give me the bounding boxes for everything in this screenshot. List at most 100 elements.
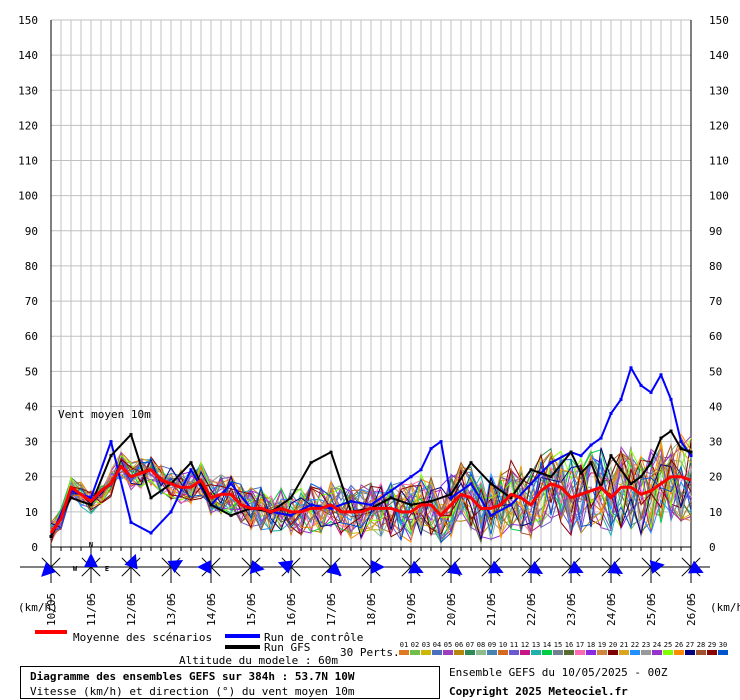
wind-direction-arrow <box>527 560 544 574</box>
left-label: Vent moyen 10m <box>58 408 151 421</box>
swatch-number: 18 <box>587 641 595 649</box>
control-point <box>669 397 673 401</box>
wind-direction-arrow <box>446 561 463 576</box>
compass-ray <box>681 557 692 568</box>
y-tick-label-right: 30 <box>709 436 722 449</box>
control-point <box>109 440 113 444</box>
swatch-number: 28 <box>697 641 705 649</box>
compass-ray <box>361 557 372 568</box>
control-point <box>149 531 153 535</box>
control-point <box>549 461 553 465</box>
control-point <box>309 503 313 507</box>
gfs-point <box>469 461 473 465</box>
control-point <box>329 506 333 510</box>
legend-gfs-label: Run GFS <box>264 641 311 654</box>
gfs-point <box>89 503 93 507</box>
compass-ray <box>561 557 572 568</box>
compass-ray <box>130 566 141 577</box>
compass-ray <box>290 566 301 577</box>
y-tick-label-left: 100 <box>18 190 38 203</box>
swatch-number: 26 <box>675 641 683 649</box>
swatch-number: 15 <box>554 641 562 649</box>
swatch-number: 02 <box>411 641 419 649</box>
control-point <box>439 440 443 444</box>
swatch-number: 11 <box>510 641 518 649</box>
compass-ray <box>361 566 372 577</box>
control-point <box>679 440 683 444</box>
y-tick-label-right: 90 <box>709 225 722 238</box>
legend-control-label: Run de contrôle <box>264 631 364 644</box>
control-point <box>129 520 133 524</box>
perturbation-line-30 <box>50 457 692 544</box>
wind-direction-arrow <box>607 560 624 574</box>
swatch-color <box>465 650 475 655</box>
gfs-point <box>129 433 133 437</box>
wind-rose <box>515 551 547 583</box>
control-point <box>349 499 353 503</box>
legend-mean-swatch <box>35 630 67 634</box>
compass-ray <box>401 566 412 577</box>
swatch-number: 21 <box>620 641 628 649</box>
perturbation-line-26 <box>50 432 692 543</box>
compass-ray <box>50 557 61 568</box>
swatch-number: 07 <box>466 641 474 649</box>
y-tick-label-left: 120 <box>18 119 38 132</box>
control-point <box>419 468 423 472</box>
y-tick-label-left: 0 <box>31 541 38 554</box>
perturbation-line-10 <box>50 436 692 541</box>
compass-ray <box>161 566 172 577</box>
swatch-number: 25 <box>664 641 672 649</box>
y-tick-label-left: 80 <box>25 260 38 273</box>
swatch-color <box>531 650 541 655</box>
compass-ray <box>601 557 612 568</box>
gfs-point <box>619 468 623 472</box>
swatch-color <box>542 650 552 655</box>
y-tick-label-right: 10 <box>709 506 722 519</box>
gfs-point <box>659 436 663 440</box>
grid <box>50 19 692 551</box>
wind-direction-arrow <box>197 560 211 574</box>
swatch-color <box>630 650 640 655</box>
perturbation-line-24 <box>50 447 692 540</box>
wind-rose <box>315 551 347 583</box>
wind-rose <box>675 551 707 583</box>
wind-rose <box>275 551 307 583</box>
compass-ray <box>121 566 132 577</box>
gfs-point <box>309 461 313 465</box>
compass-ray <box>321 557 332 568</box>
compass-ray <box>50 566 61 577</box>
control-point <box>589 443 593 447</box>
y-tick-label-left: 10 <box>25 506 38 519</box>
gfs-point <box>569 450 573 454</box>
wind-direction-arrow <box>277 560 294 574</box>
wind-direction-arrow <box>408 560 424 574</box>
wind-direction-arrow <box>688 560 704 574</box>
swatch-color <box>509 650 519 655</box>
control-point <box>289 513 293 517</box>
wind-rose <box>115 551 147 583</box>
y-tick-label-right: 80 <box>709 260 722 273</box>
gfs-point <box>679 447 683 451</box>
y-tick-label-right: 150 <box>709 14 729 27</box>
wind-direction-arrow <box>167 560 184 574</box>
gfs-point <box>389 496 393 500</box>
swatch-color <box>498 650 508 655</box>
gfs-point <box>49 534 53 538</box>
swatch-number: 30 <box>719 641 727 649</box>
swatch-color <box>718 650 728 655</box>
compass-ray <box>481 566 492 577</box>
swatch-color <box>696 650 706 655</box>
x-tick-label: 15/05 <box>245 593 258 626</box>
y-tick-label-left: 140 <box>18 49 38 62</box>
wind-direction-arrow <box>326 561 342 576</box>
compass-ray <box>161 557 172 568</box>
swatch-color <box>399 650 409 655</box>
compass-ray <box>641 566 652 577</box>
legend-control-swatch <box>225 634 260 638</box>
gfs-point <box>229 513 233 517</box>
control-point <box>449 496 453 500</box>
swatch-number: 04 <box>433 641 441 649</box>
control-point <box>619 397 623 401</box>
y-tick-label-right: 70 <box>709 295 722 308</box>
perturbation-swatches: 01 02 03 04 05 06 07 08 09 10 11 12 13 14 15 16 17 18 19 20… <box>399 641 728 655</box>
